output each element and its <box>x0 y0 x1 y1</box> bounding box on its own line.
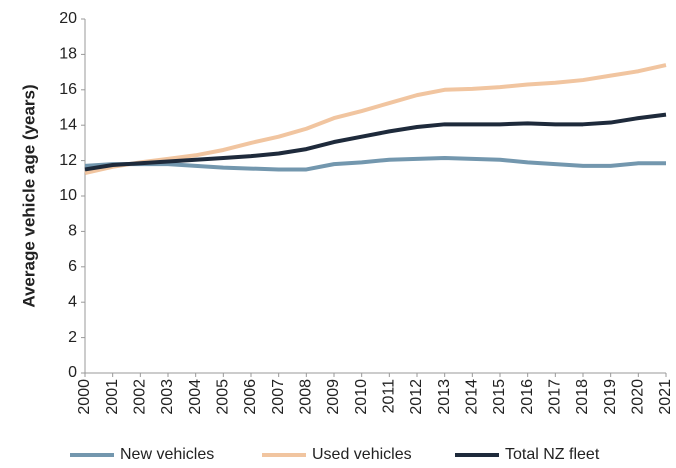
legend-label: New vehicles <box>120 446 214 463</box>
y-tick-label: 12 <box>59 152 77 169</box>
x-tick-label: 2011 <box>381 379 398 414</box>
line-series <box>84 63 667 175</box>
x-tick-label: 2005 <box>215 379 232 415</box>
y-tick-label: 14 <box>59 116 77 133</box>
legend-label: Total NZ fleet <box>505 446 600 463</box>
x-tick-label: 2021 <box>657 379 674 415</box>
x-tick-label: 2002 <box>132 379 149 415</box>
x-tick-label: 2009 <box>325 379 342 415</box>
y-tick-label: 16 <box>59 81 77 98</box>
y-tick-label: 6 <box>68 258 77 275</box>
x-tick-label: 2018 <box>574 379 591 415</box>
x-tick-label: 2008 <box>298 379 315 415</box>
x-tick-label: 2010 <box>353 379 370 415</box>
y-tick-label: 20 <box>59 10 77 27</box>
y-axis-label: Average vehicle age (years) <box>19 84 38 307</box>
x-tick-label: 2004 <box>187 379 204 415</box>
y-tick-label: 0 <box>68 364 77 381</box>
y-tick-label: 2 <box>68 329 77 346</box>
x-tick-label: 2001 <box>104 379 121 415</box>
x-tick-label: 2000 <box>76 379 93 415</box>
y-tick-label: 8 <box>68 223 77 240</box>
x-tick-label: 2013 <box>436 379 453 415</box>
x-tick-label: 2017 <box>547 379 564 415</box>
y-tick-label: 4 <box>68 293 77 310</box>
y-tick-label: 10 <box>59 187 77 204</box>
x-tick-label: 2020 <box>630 379 647 415</box>
x-tick-label: 2003 <box>159 379 176 415</box>
x-tick-label: 2016 <box>519 379 536 415</box>
legend-label: Used vehicles <box>312 446 412 463</box>
line-series <box>84 155 666 172</box>
x-tick-label: 2019 <box>602 379 619 415</box>
x-tick-label: 2006 <box>242 379 259 415</box>
x-tick-label: 2014 <box>464 379 481 415</box>
x-tick-label: 2007 <box>270 379 287 415</box>
x-tick-label: 2012 <box>408 379 425 415</box>
x-tick-label: 2015 <box>491 379 508 415</box>
y-tick-label: 18 <box>59 46 77 63</box>
line-series <box>84 112 667 172</box>
